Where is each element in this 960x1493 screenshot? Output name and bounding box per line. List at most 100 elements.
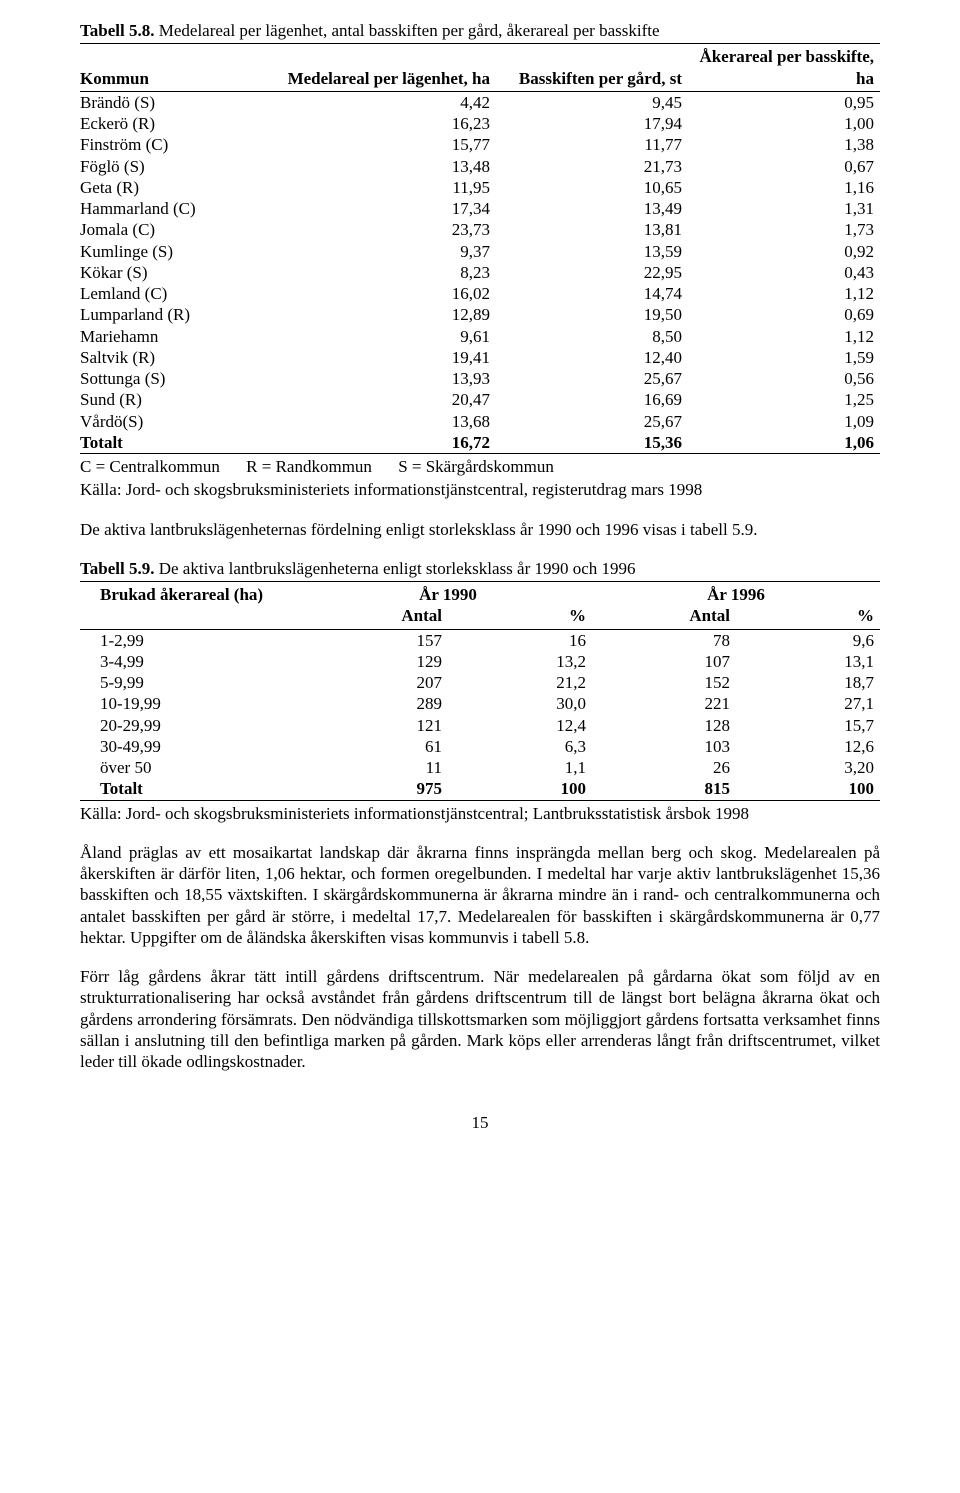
- cell: 20,47: [256, 389, 496, 410]
- table-row: 20-29,9912112,412815,7: [80, 715, 880, 736]
- table-row: över 50111,1263,20: [80, 757, 880, 778]
- cell: 25,67: [496, 411, 688, 432]
- cell: 23,73: [256, 219, 496, 240]
- cell: 4,42: [256, 91, 496, 113]
- cell: 10,65: [496, 177, 688, 198]
- cell: 11,77: [496, 134, 688, 155]
- cell: 27,1: [736, 693, 880, 714]
- para-3: Förr låg gårdens åkrar tätt intill gårde…: [80, 966, 880, 1072]
- cell: Brändö (S): [80, 91, 256, 113]
- t58-h0: Kommun: [80, 44, 256, 92]
- total-row: Totalt16,7215,361,06: [80, 432, 880, 454]
- cell: 121: [304, 715, 448, 736]
- cell: 12,6: [736, 736, 880, 757]
- cell: Lumparland (R): [80, 304, 256, 325]
- table-row: Sottunga (S)13,9325,670,56: [80, 368, 880, 389]
- cell: 18,7: [736, 672, 880, 693]
- cell: Hammarland (C): [80, 198, 256, 219]
- cell: 128: [592, 715, 736, 736]
- cell: 1,06: [688, 432, 880, 454]
- cell: 1,31: [688, 198, 880, 219]
- cell: 221: [592, 693, 736, 714]
- t59-sub2: Antal: [592, 605, 736, 629]
- cell: 1,09: [688, 411, 880, 432]
- t59-year2: År 1996: [592, 582, 880, 606]
- table-row: 1-2,9915716789,6: [80, 629, 880, 651]
- cell: 289: [304, 693, 448, 714]
- cell: Föglö (S): [80, 156, 256, 177]
- cell: 1,12: [688, 283, 880, 304]
- cell: 16,72: [256, 432, 496, 454]
- t58-caption-rest: Medelareal per lägenhet, antal basskifte…: [154, 21, 659, 40]
- t58-caption-num: Tabell 5.8.: [80, 21, 154, 40]
- cell: 157: [304, 629, 448, 651]
- t59-sub-empty: [80, 605, 304, 629]
- cell: 0,69: [688, 304, 880, 325]
- cell: 78: [592, 629, 736, 651]
- cell: 1,12: [688, 326, 880, 347]
- cell: 8,23: [256, 262, 496, 283]
- cell: Totalt: [80, 432, 256, 454]
- table-row: Lumparland (R)12,8919,500,69: [80, 304, 880, 325]
- cell: 19,41: [256, 347, 496, 368]
- cell: 19,50: [496, 304, 688, 325]
- cell: 61: [304, 736, 448, 757]
- cell: 152: [592, 672, 736, 693]
- table-row: Eckerö (R)16,2317,941,00: [80, 113, 880, 134]
- para-1: De aktiva lantbrukslägenheternas fördeln…: [80, 519, 880, 540]
- table-row: 3-4,9912913,210713,1: [80, 651, 880, 672]
- cell: 1,1: [448, 757, 592, 778]
- cell: Sund (R): [80, 389, 256, 410]
- table-row: Mariehamn9,618,501,12: [80, 326, 880, 347]
- cell: 107: [592, 651, 736, 672]
- t59-source: Källa: Jord- och skogsbruksministeriets …: [80, 803, 880, 824]
- cell: 3-4,99: [80, 651, 304, 672]
- cell: över 50: [80, 757, 304, 778]
- table-row: Geta (R)11,9510,651,16: [80, 177, 880, 198]
- cell: 17,94: [496, 113, 688, 134]
- table-row: Brändö (S)4,429,450,95: [80, 91, 880, 113]
- cell: 13,81: [496, 219, 688, 240]
- cell: 1,16: [688, 177, 880, 198]
- cell: Lemland (C): [80, 283, 256, 304]
- cell: 815: [592, 778, 736, 800]
- table-row: 30-49,99616,310312,6: [80, 736, 880, 757]
- cell: 30-49,99: [80, 736, 304, 757]
- cell: 0,56: [688, 368, 880, 389]
- legend-s: S = Skärgårdskommun: [398, 457, 554, 476]
- cell: 12,89: [256, 304, 496, 325]
- cell: Eckerö (R): [80, 113, 256, 134]
- cell: 13,68: [256, 411, 496, 432]
- cell: 16,23: [256, 113, 496, 134]
- t58-source: Källa: Jord- och skogsbruksministeriets …: [80, 479, 880, 500]
- para-2: Åland präglas av ett mosaikartat landska…: [80, 842, 880, 948]
- cell: 0,95: [688, 91, 880, 113]
- cell: 22,95: [496, 262, 688, 283]
- cell: Jomala (C): [80, 219, 256, 240]
- cell: 9,45: [496, 91, 688, 113]
- cell: 9,6: [736, 629, 880, 651]
- t59-header-row1: Brukad åkerareal (ha) År 1990 År 1996: [80, 582, 880, 606]
- t59-sub0: Antal: [304, 605, 448, 629]
- cell: 16,69: [496, 389, 688, 410]
- cell: 975: [304, 778, 448, 800]
- cell: 5-9,99: [80, 672, 304, 693]
- cell: 13,59: [496, 241, 688, 262]
- cell: 10-19,99: [80, 693, 304, 714]
- table-row: Kökar (S)8,2322,950,43: [80, 262, 880, 283]
- cell: 9,37: [256, 241, 496, 262]
- cell: 11,95: [256, 177, 496, 198]
- cell: 100: [448, 778, 592, 800]
- cell: Mariehamn: [80, 326, 256, 347]
- t59-header-row2: Antal % Antal %: [80, 605, 880, 629]
- cell: 1,38: [688, 134, 880, 155]
- table-row: Jomala (C)23,7313,811,73: [80, 219, 880, 240]
- table-row: 5-9,9920721,215218,7: [80, 672, 880, 693]
- cell: 13,48: [256, 156, 496, 177]
- cell: 1,73: [688, 219, 880, 240]
- cell: 25,67: [496, 368, 688, 389]
- cell: 13,93: [256, 368, 496, 389]
- cell: 0,67: [688, 156, 880, 177]
- cell: 15,7: [736, 715, 880, 736]
- cell: 15,36: [496, 432, 688, 454]
